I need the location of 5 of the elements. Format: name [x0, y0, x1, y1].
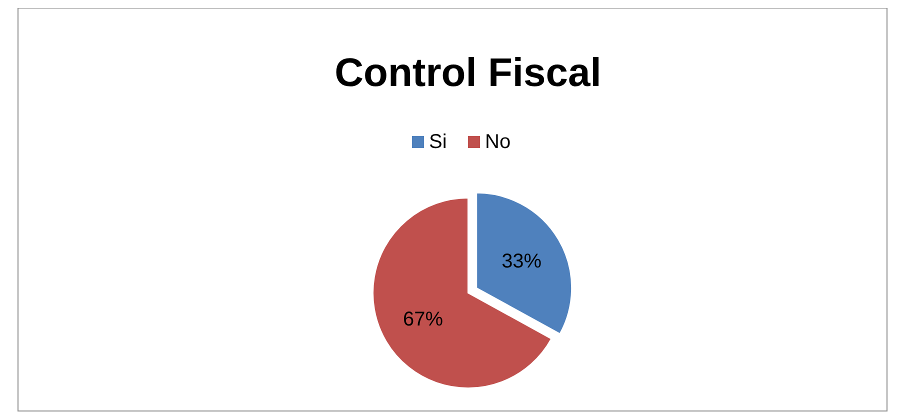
chart-title: Control Fiscal — [334, 51, 602, 95]
data-label: 67% — [403, 308, 444, 331]
legend-label: Si — [429, 131, 447, 153]
legend-label: No — [485, 131, 511, 153]
data-label: 33% — [502, 250, 542, 272]
